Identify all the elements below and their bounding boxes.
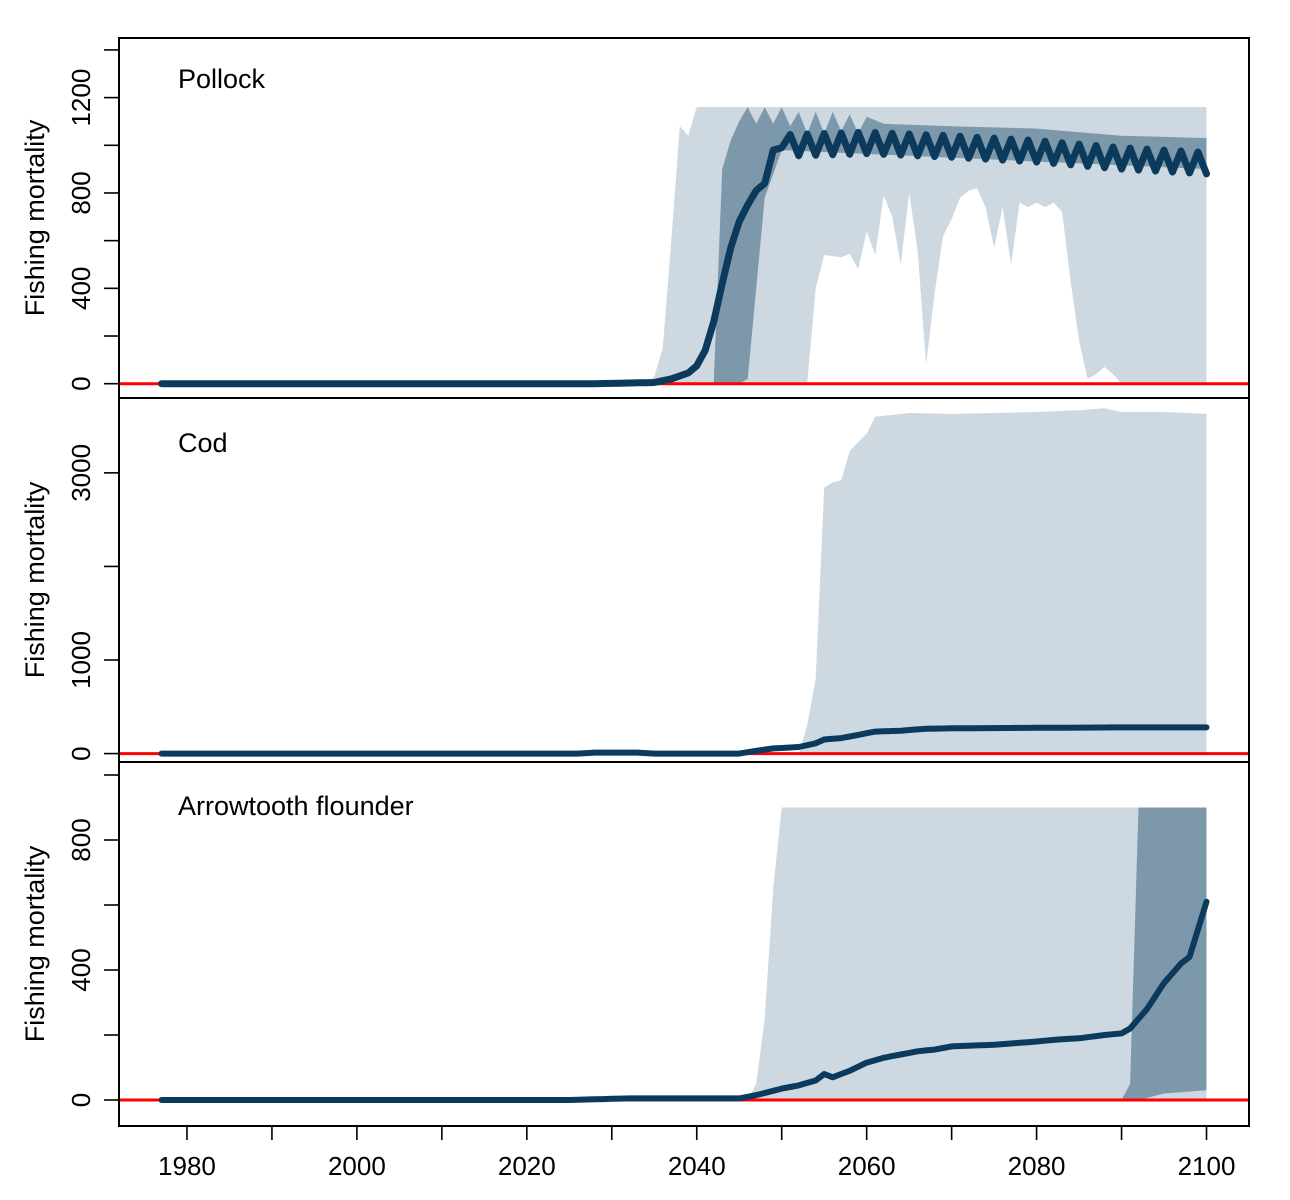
- band-dark-arrowtooth-flounder: [1121, 807, 1207, 1100]
- y-tick-label-cod-2: 3000: [66, 444, 96, 502]
- y-tick-label-pollock-0: 0: [66, 376, 96, 390]
- y-tick-label-pollock-1: 400: [66, 267, 96, 310]
- median-line-pollock: [158, 128, 1210, 388]
- x-tick-label-1: 2000: [328, 1151, 386, 1181]
- panel-title-cod: Cod: [178, 428, 228, 458]
- y-tick-label-cod-0: 0: [66, 746, 96, 760]
- x-tick-label-2: 2020: [498, 1151, 556, 1181]
- band-light-arrowtooth-flounder: [739, 807, 1207, 1100]
- y-tick-label-arrowtooth-flounder-2: 800: [66, 818, 96, 861]
- panel-cod: Cod 0 1000 3000 Fishing mortality: [20, 397, 1250, 763]
- y-tick-label-arrowtooth-flounder-1: 400: [66, 948, 96, 991]
- y-axis-title-arrowtooth-flounder: Fishing mortality: [20, 845, 50, 1042]
- median-line-arrowtooth-flounder: [158, 898, 1210, 1103]
- y-tick-label-pollock-2: 800: [66, 171, 96, 214]
- panel-frame-arrowtooth-flounder: [118, 761, 1250, 1127]
- y-axis-title-cod: Fishing mortality: [20, 481, 50, 678]
- panel-title-arrowtooth-flounder: Arrowtooth flounder: [178, 791, 414, 821]
- y-tick-label-cod-1: 1000: [66, 631, 96, 689]
- panel-pollock: Pollock 0 400 800 1200 Fishing mortality: [20, 37, 1250, 399]
- band-light-gap-pollock: [781, 188, 1122, 384]
- y-tick-label-pollock-3: 1200: [66, 69, 96, 127]
- x-tick-label-0: 1980: [158, 1151, 216, 1181]
- band-dark-pollock: [713, 107, 1207, 384]
- x-tick-label-5: 2080: [1008, 1151, 1066, 1181]
- band-light-cod: [756, 408, 1207, 754]
- panel-arrowtooth-flounder: Arrowtooth flounder 0 400 800 Fishing morta…: [20, 761, 1250, 1127]
- x-tick-label-3: 2040: [668, 1151, 726, 1181]
- y-axis-title-pollock: Fishing mortality: [20, 119, 50, 316]
- x-tick-label-6: 2100: [1178, 1151, 1236, 1181]
- panel-title-pollock: Pollock: [178, 64, 266, 94]
- y-tick-label-arrowtooth-flounder-0: 0: [66, 1093, 96, 1107]
- median-line-cod: [158, 724, 1210, 757]
- x-tick-label-4: 2060: [838, 1151, 896, 1181]
